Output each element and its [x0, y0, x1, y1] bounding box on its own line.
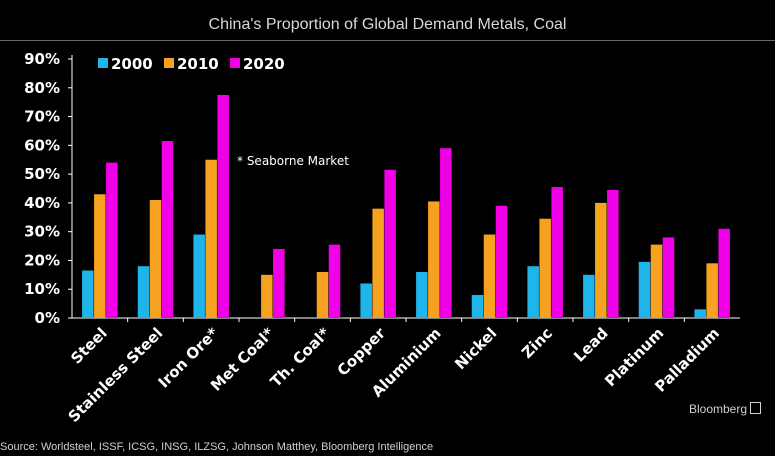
x-tick-label: Nickel: [451, 324, 500, 373]
bar-2020: [551, 187, 563, 318]
bar-2020: [495, 205, 508, 318]
bar-2000: [471, 294, 484, 318]
y-tick-label: 60%: [24, 136, 60, 154]
bar-2010: [483, 234, 496, 318]
y-tick-label: 20%: [24, 251, 60, 269]
x-tick-label: Lead: [570, 324, 611, 365]
legend-swatch-2000: [98, 58, 108, 68]
bar-2000: [82, 270, 94, 318]
bar-2020: [718, 228, 730, 318]
bar-2000: [694, 309, 706, 318]
y-tick-label: 50%: [24, 165, 60, 183]
legend-label-2010: 2010: [177, 55, 219, 73]
bar-2010: [205, 159, 217, 318]
y-tick-label: 10%: [24, 280, 60, 298]
title-divider: [0, 40, 775, 41]
bar-2010: [372, 208, 384, 318]
annotation-note: * Seaborne Market: [237, 154, 349, 168]
x-tick-label: Copper: [334, 324, 390, 380]
bar-2020: [384, 169, 396, 318]
legend-swatch-2010: [164, 58, 174, 68]
bar-2010: [261, 274, 273, 318]
y-tick-label: 70%: [24, 108, 60, 126]
legend-label-2000: 2000: [111, 55, 153, 73]
bar-2000: [638, 261, 651, 318]
y-tick-label: 40%: [24, 194, 60, 212]
bar-2000: [416, 271, 428, 318]
bar-2010: [428, 201, 440, 318]
bar-2010: [316, 271, 329, 318]
y-tick-label: 90%: [24, 50, 60, 68]
bar-2000: [193, 234, 205, 318]
legend-swatch-2020: [230, 58, 240, 68]
y-tick-label: 30%: [24, 223, 60, 241]
x-tick-label: Th. Coal*: [267, 324, 334, 391]
bar-2020: [440, 148, 452, 318]
bar-2020: [273, 248, 285, 318]
bar-2010: [149, 200, 162, 318]
brand-mark: Bloomberg: [689, 402, 761, 416]
bar-2010: [539, 218, 551, 318]
bar-2020: [161, 141, 174, 318]
legend-label-2020: 2020: [243, 55, 285, 73]
bar-2000: [360, 283, 372, 318]
bar-2000: [527, 266, 539, 318]
bar-2000: [583, 274, 595, 318]
source-note: Source: Worldsteel, ISSF, ICSG, INSG, IL…: [0, 441, 434, 453]
y-tick-label: 80%: [24, 79, 60, 97]
brand-name: Bloomberg: [688, 402, 747, 416]
bar-2020: [662, 237, 675, 318]
bar-2010: [650, 244, 663, 318]
chart-title: China's Proportion of Global Demand Meta…: [208, 16, 567, 33]
y-tick-label: 0%: [35, 309, 60, 327]
x-tick-label: Stainless Steel: [65, 324, 167, 426]
bloomberg-logo-icon: [750, 402, 761, 414]
bar-2010: [706, 263, 718, 318]
x-tick-label: Steel: [67, 324, 110, 367]
bar-2020: [607, 189, 619, 318]
bar-2020: [217, 94, 229, 318]
bar-2010: [595, 202, 607, 318]
bar-2010: [94, 194, 106, 318]
x-tick-label: Zinc: [518, 324, 556, 362]
bar-2020: [328, 244, 341, 318]
bar-2020: [106, 162, 118, 318]
bar-2000: [137, 266, 150, 318]
